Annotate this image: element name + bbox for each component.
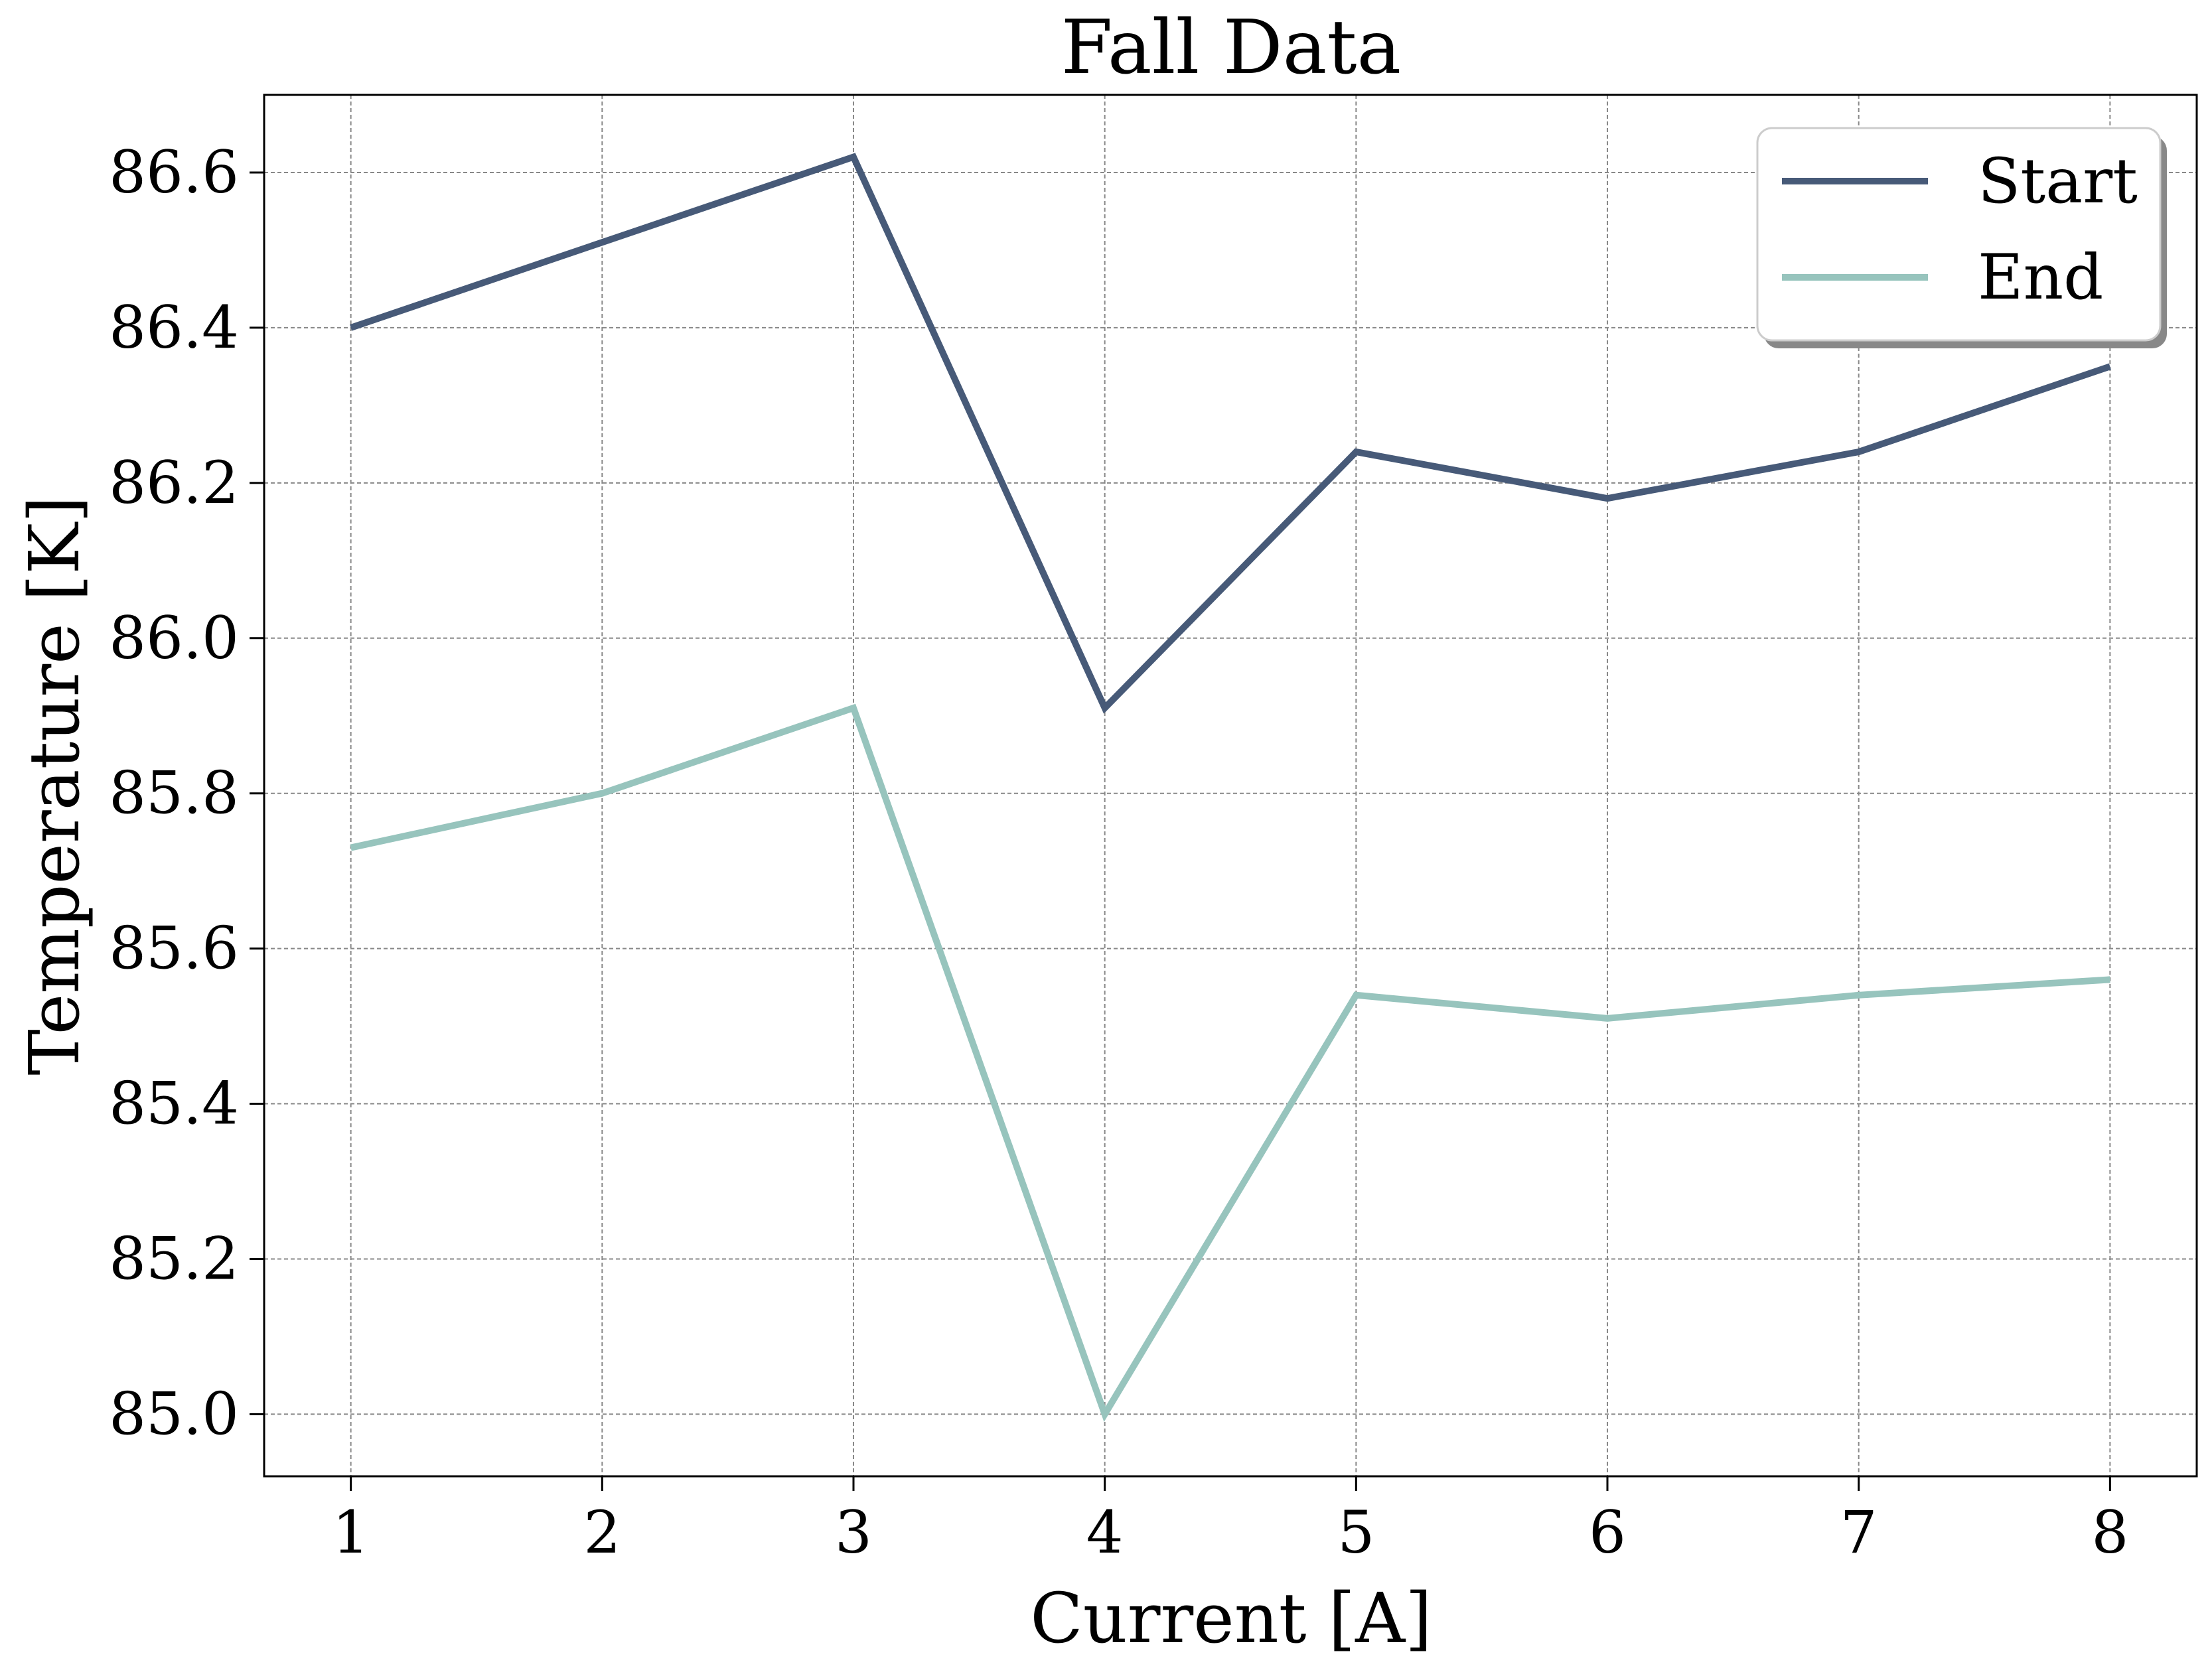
x-tick-label: 4 bbox=[1086, 1498, 1124, 1567]
legend: Start End bbox=[1756, 127, 2167, 348]
y-axis-ticks: 85.0 85.2 85.4 85.6 85.8 86.0 86.2 86.4 86.6 bbox=[109, 138, 264, 1448]
x-axis-label: Current [A] bbox=[1030, 1578, 1432, 1659]
y-tick-label: 85.0 bbox=[109, 1379, 239, 1448]
y-tick-label: 85.2 bbox=[109, 1224, 239, 1292]
x-tick-label: 8 bbox=[2091, 1498, 2128, 1567]
x-tick-label: 1 bbox=[332, 1498, 370, 1567]
x-tick-label: 5 bbox=[1337, 1498, 1374, 1567]
y-tick-label: 86.4 bbox=[109, 293, 239, 362]
x-tick-label: 7 bbox=[1840, 1498, 1878, 1567]
x-axis-ticks: 1 2 3 4 5 6 7 8 bbox=[332, 1476, 2128, 1567]
x-tick-label: 2 bbox=[583, 1498, 621, 1567]
plot-frame bbox=[263, 94, 2198, 1478]
grid-lines bbox=[264, 95, 2197, 1476]
y-tick-label: 85.4 bbox=[109, 1070, 239, 1138]
legend-label-end: End bbox=[1978, 242, 2103, 314]
y-tick-label: 86.2 bbox=[109, 449, 239, 517]
plot-series bbox=[350, 153, 2111, 1423]
x-tick-label: 3 bbox=[835, 1498, 872, 1567]
chart-title: Fall Data bbox=[1061, 5, 1401, 91]
y-tick-label: 85.8 bbox=[109, 759, 239, 827]
y-tick-label: 85.6 bbox=[109, 914, 239, 983]
legend-label-start: Start bbox=[1978, 145, 2138, 218]
x-tick-label: 6 bbox=[1589, 1498, 1626, 1567]
series-line-start bbox=[350, 153, 2111, 714]
y-tick-label: 86.0 bbox=[109, 604, 239, 672]
series-line-end bbox=[350, 703, 2110, 1423]
y-axis-label: Temperature [K] bbox=[14, 496, 95, 1075]
y-tick-label: 86.6 bbox=[109, 138, 239, 206]
